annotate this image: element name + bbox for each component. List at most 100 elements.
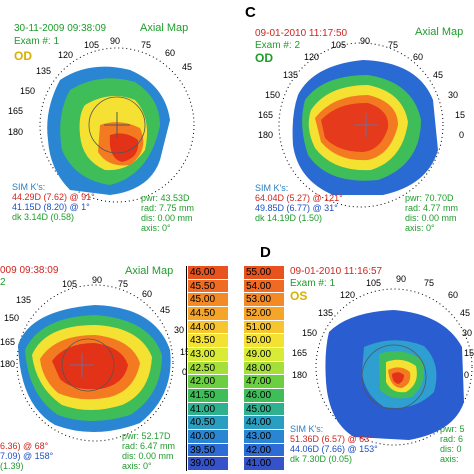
scale-d-swatch-11: 44.00 bbox=[244, 416, 284, 430]
angle-c-30: 30 bbox=[448, 90, 459, 100]
angle-b-105: 105 bbox=[62, 279, 78, 289]
sim-label-d: SIM K's: bbox=[290, 424, 324, 434]
scale-d-label-6: 49.00 bbox=[246, 349, 272, 360]
scale-d-label-3: 52.00 bbox=[246, 308, 272, 319]
scale-b-label-0: 46.00 bbox=[190, 267, 216, 278]
angle-c-180: 180 bbox=[258, 130, 274, 140]
angle-ring-a bbox=[39, 47, 195, 203]
angle-d-180: 180 bbox=[292, 370, 308, 380]
scale-d-swatch-9: 46.00 bbox=[244, 389, 284, 403]
angle-b-150: 150 bbox=[4, 313, 20, 323]
scale-b-label-6: 43.00 bbox=[190, 349, 216, 360]
scale-b-label-10: 41.00 bbox=[190, 403, 216, 415]
scale-d-swatch-3: 52.00 bbox=[244, 307, 284, 321]
angle-c-15: 15 bbox=[455, 110, 466, 120]
timestamp-b: 009 09:38:09 bbox=[0, 265, 59, 276]
pwr-b: pwr: 52.17D bbox=[122, 431, 171, 441]
angle-a-150: 150 bbox=[20, 86, 36, 96]
sim-steep-c: 64.04D (5.27) @ 121° bbox=[255, 193, 343, 203]
color-scale-b: 46.00 45.50 45.00 44.50 44.00 43.50 43.00 42.50… bbox=[186, 266, 228, 471]
angle-d-105: 105 bbox=[366, 278, 382, 288]
sim-label-a: SIM K's: bbox=[12, 182, 46, 192]
angle-d-45: 45 bbox=[460, 308, 471, 318]
map-title-a: Axial Map bbox=[140, 22, 189, 34]
scale-d-swatch-5: 50.00 bbox=[244, 334, 284, 348]
exam-d: Exam #: 1 bbox=[290, 278, 336, 289]
scale-b-swatch-7: 42.50 bbox=[188, 361, 228, 376]
panel-d: D 09-01-2010 11:16:57 Exam #: 1 OS 105 9… bbox=[260, 242, 474, 474]
panel-c: C 09-01-2010 11:17:50 Exam #: 2 OD Axial… bbox=[243, 0, 474, 240]
axial-map-d bbox=[315, 288, 473, 446]
axis-c: axis: 0° bbox=[405, 223, 435, 233]
sim-steep-a: 44.29D (7.62) @ 91° bbox=[12, 192, 95, 202]
angle-d-135: 135 bbox=[318, 308, 334, 318]
dk-d: dk 7.30D (0.05) bbox=[290, 454, 353, 464]
rad-b: rad: 6.47 mm bbox=[122, 441, 176, 451]
scale-d-label-7: 48.00 bbox=[246, 362, 272, 374]
eye-d: OS bbox=[290, 289, 308, 303]
scale-b-label-14: 39.00 bbox=[190, 458, 216, 470]
axial-map-b bbox=[16, 284, 174, 442]
angle-c-120: 120 bbox=[304, 52, 320, 62]
scale-d-label-11: 44.00 bbox=[246, 417, 272, 429]
scale-d-label-5: 50.00 bbox=[246, 335, 272, 347]
scale-b-label-3: 44.50 bbox=[190, 308, 216, 319]
angle-a-105: 105 bbox=[84, 40, 100, 50]
dis-d: dis: 0 bbox=[440, 444, 462, 454]
angle-d-90: 90 bbox=[396, 274, 407, 284]
scale-b-swatch-11: 40.50 bbox=[188, 416, 228, 430]
scale-d-label-1: 54.00 bbox=[246, 280, 272, 292]
scale-b-label-7: 42.50 bbox=[190, 362, 216, 374]
panel-letter-d: D bbox=[260, 244, 271, 261]
angle-a-75: 75 bbox=[141, 40, 152, 50]
sim-flat-a: 41.15D (8.20) @ 1° bbox=[12, 202, 90, 212]
sim-flat-b: 7.09) @ 158° bbox=[0, 451, 54, 461]
scale-d-swatch-1: 54.00 bbox=[244, 279, 284, 294]
map-title-c: Axial Map bbox=[415, 26, 464, 38]
scale-b-label-11: 40.50 bbox=[190, 417, 216, 429]
angle-a-135: 135 bbox=[36, 66, 52, 76]
angle-a-45: 45 bbox=[182, 62, 193, 72]
scale-b-swatch-2: 45.00 bbox=[188, 293, 228, 307]
scale-b-swatch-5: 43.50 bbox=[188, 334, 228, 348]
scale-d-swatch-10: 45.00 bbox=[244, 402, 284, 417]
axis-a: axis: 0° bbox=[141, 223, 171, 233]
angle-c-75: 75 bbox=[388, 40, 399, 50]
rad-d: rad: 6 bbox=[440, 434, 464, 444]
scale-d-label-13: 42.00 bbox=[246, 444, 272, 456]
angle-b-135: 135 bbox=[16, 295, 32, 305]
angle-a-60: 60 bbox=[165, 48, 176, 58]
axis-d: axis: bbox=[440, 454, 459, 464]
scale-b-swatch-12: 40.00 bbox=[188, 430, 228, 444]
scale-b-swatch-10: 41.00 bbox=[188, 402, 228, 417]
angle-c-105: 105 bbox=[331, 40, 347, 50]
exam-c: Exam #: 2 bbox=[255, 40, 301, 51]
map-title-b: Axial Map bbox=[125, 265, 174, 277]
angle-b-180: 180 bbox=[0, 359, 16, 369]
pwr-d: pwr: 5 bbox=[440, 424, 465, 434]
scale-b-swatch-0: 46.00 bbox=[188, 266, 228, 280]
angle-c-45: 45 bbox=[433, 70, 444, 80]
angle-b-75: 75 bbox=[118, 279, 129, 289]
scale-line-b bbox=[186, 266, 187, 471]
angle-d-150: 150 bbox=[302, 328, 318, 338]
angle-b-15: 15 bbox=[180, 347, 191, 357]
pwr-c: pwr: 70.70D bbox=[405, 193, 454, 203]
angle-d-30: 30 bbox=[462, 328, 473, 338]
rad-a: rad: 7.75 mm bbox=[141, 203, 195, 213]
timestamp-a: 30-11-2009 09:38:09 bbox=[14, 23, 107, 34]
angle-a-180: 180 bbox=[8, 127, 24, 137]
angle-c-90: 90 bbox=[360, 36, 371, 46]
scale-b-swatch-3: 44.50 bbox=[188, 307, 228, 321]
scale-b-swatch-4: 44.00 bbox=[188, 320, 228, 335]
dis-b: dis: 0.00 mm bbox=[122, 451, 174, 461]
scale-b-label-4: 44.00 bbox=[190, 321, 216, 333]
panel-a: 30-11-2009 09:38:09 Exam #: 1 OD Axial M… bbox=[0, 0, 195, 240]
dk-a: dk 3.14D (0.58) bbox=[12, 212, 75, 222]
scale-d-label-2: 53.00 bbox=[246, 294, 272, 306]
color-scale-d: 55.00 54.00 53.00 52.00 51.00 50.00 49.00 48.00… bbox=[244, 266, 284, 471]
timestamp-d: 09-01-2010 11:16:57 bbox=[290, 266, 383, 277]
sim-steep-b: 6.36) @ 68° bbox=[0, 441, 49, 451]
angle-b-60: 60 bbox=[142, 289, 153, 299]
angle-a-165: 165 bbox=[8, 106, 24, 116]
